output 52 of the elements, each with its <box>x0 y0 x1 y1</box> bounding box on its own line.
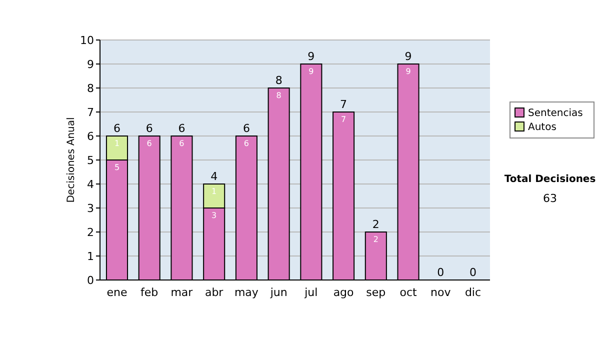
y-tick-label: 6 <box>87 130 94 143</box>
data-label: 2 <box>373 235 378 244</box>
data-label: 6 <box>146 139 152 148</box>
y-tick-label: 3 <box>87 202 94 215</box>
y-tick-label: 9 <box>87 58 94 71</box>
total-label: 9 <box>308 50 315 63</box>
y-tick-label: 2 <box>87 226 94 239</box>
total-label: 6 <box>146 122 153 135</box>
data-label: 9 <box>308 67 314 76</box>
data-label: 1 <box>114 139 120 148</box>
y-tick-label: 0 <box>87 274 94 287</box>
total-label: 4 <box>210 170 218 183</box>
text: Total Decisiones <box>504 174 596 185</box>
total-label: 2 <box>372 218 380 231</box>
total-label: 0 <box>437 266 444 279</box>
data-label: 7 <box>341 115 346 124</box>
x-tick-label: nov <box>430 286 452 299</box>
data-label: 3 <box>212 211 217 220</box>
x-tick-label: jun <box>269 286 288 299</box>
data-label: 5 <box>114 163 120 172</box>
y-tick-label: 7 <box>87 106 94 119</box>
y-tick-label: 5 <box>87 154 94 167</box>
total-label: 6 <box>178 122 186 135</box>
y-axis-title: Decisiones Anual <box>66 117 77 203</box>
total-label: 8 <box>275 74 282 87</box>
legend-label: Autos <box>528 122 556 133</box>
x-tick-label: oct <box>400 286 418 299</box>
data-label: 8 <box>276 91 282 100</box>
x-tick-label: sep <box>366 286 386 299</box>
x-tick-label: ene <box>106 286 128 299</box>
x-tick-label: dic <box>464 286 482 299</box>
y-tick-label: 4 <box>87 178 94 191</box>
x-tick-label: may <box>234 286 259 299</box>
y-tick-label: 8 <box>87 82 94 95</box>
total-label: 6 <box>242 122 250 135</box>
legend-label: Sentencias <box>528 108 583 119</box>
x-tick-label: ago <box>333 286 354 299</box>
data-label: 9 <box>406 67 411 76</box>
total-label: 6 <box>113 122 120 135</box>
y-tick-label: 1 <box>87 250 94 263</box>
total-label: 0 <box>470 266 477 279</box>
x-tick-label: jul <box>304 286 318 299</box>
data-label: 6 <box>244 139 249 148</box>
y-tick-label: 10 <box>80 34 94 47</box>
x-tick-label: feb <box>140 286 158 299</box>
x-tick-label: abr <box>204 286 224 299</box>
text: 63 <box>543 192 557 205</box>
data-label: 1 <box>212 187 217 196</box>
data-label: 6 <box>179 139 184 148</box>
x-tick-label: mar <box>170 286 194 299</box>
total-label: 7 <box>340 98 348 111</box>
total-label: 9 <box>404 50 412 63</box>
